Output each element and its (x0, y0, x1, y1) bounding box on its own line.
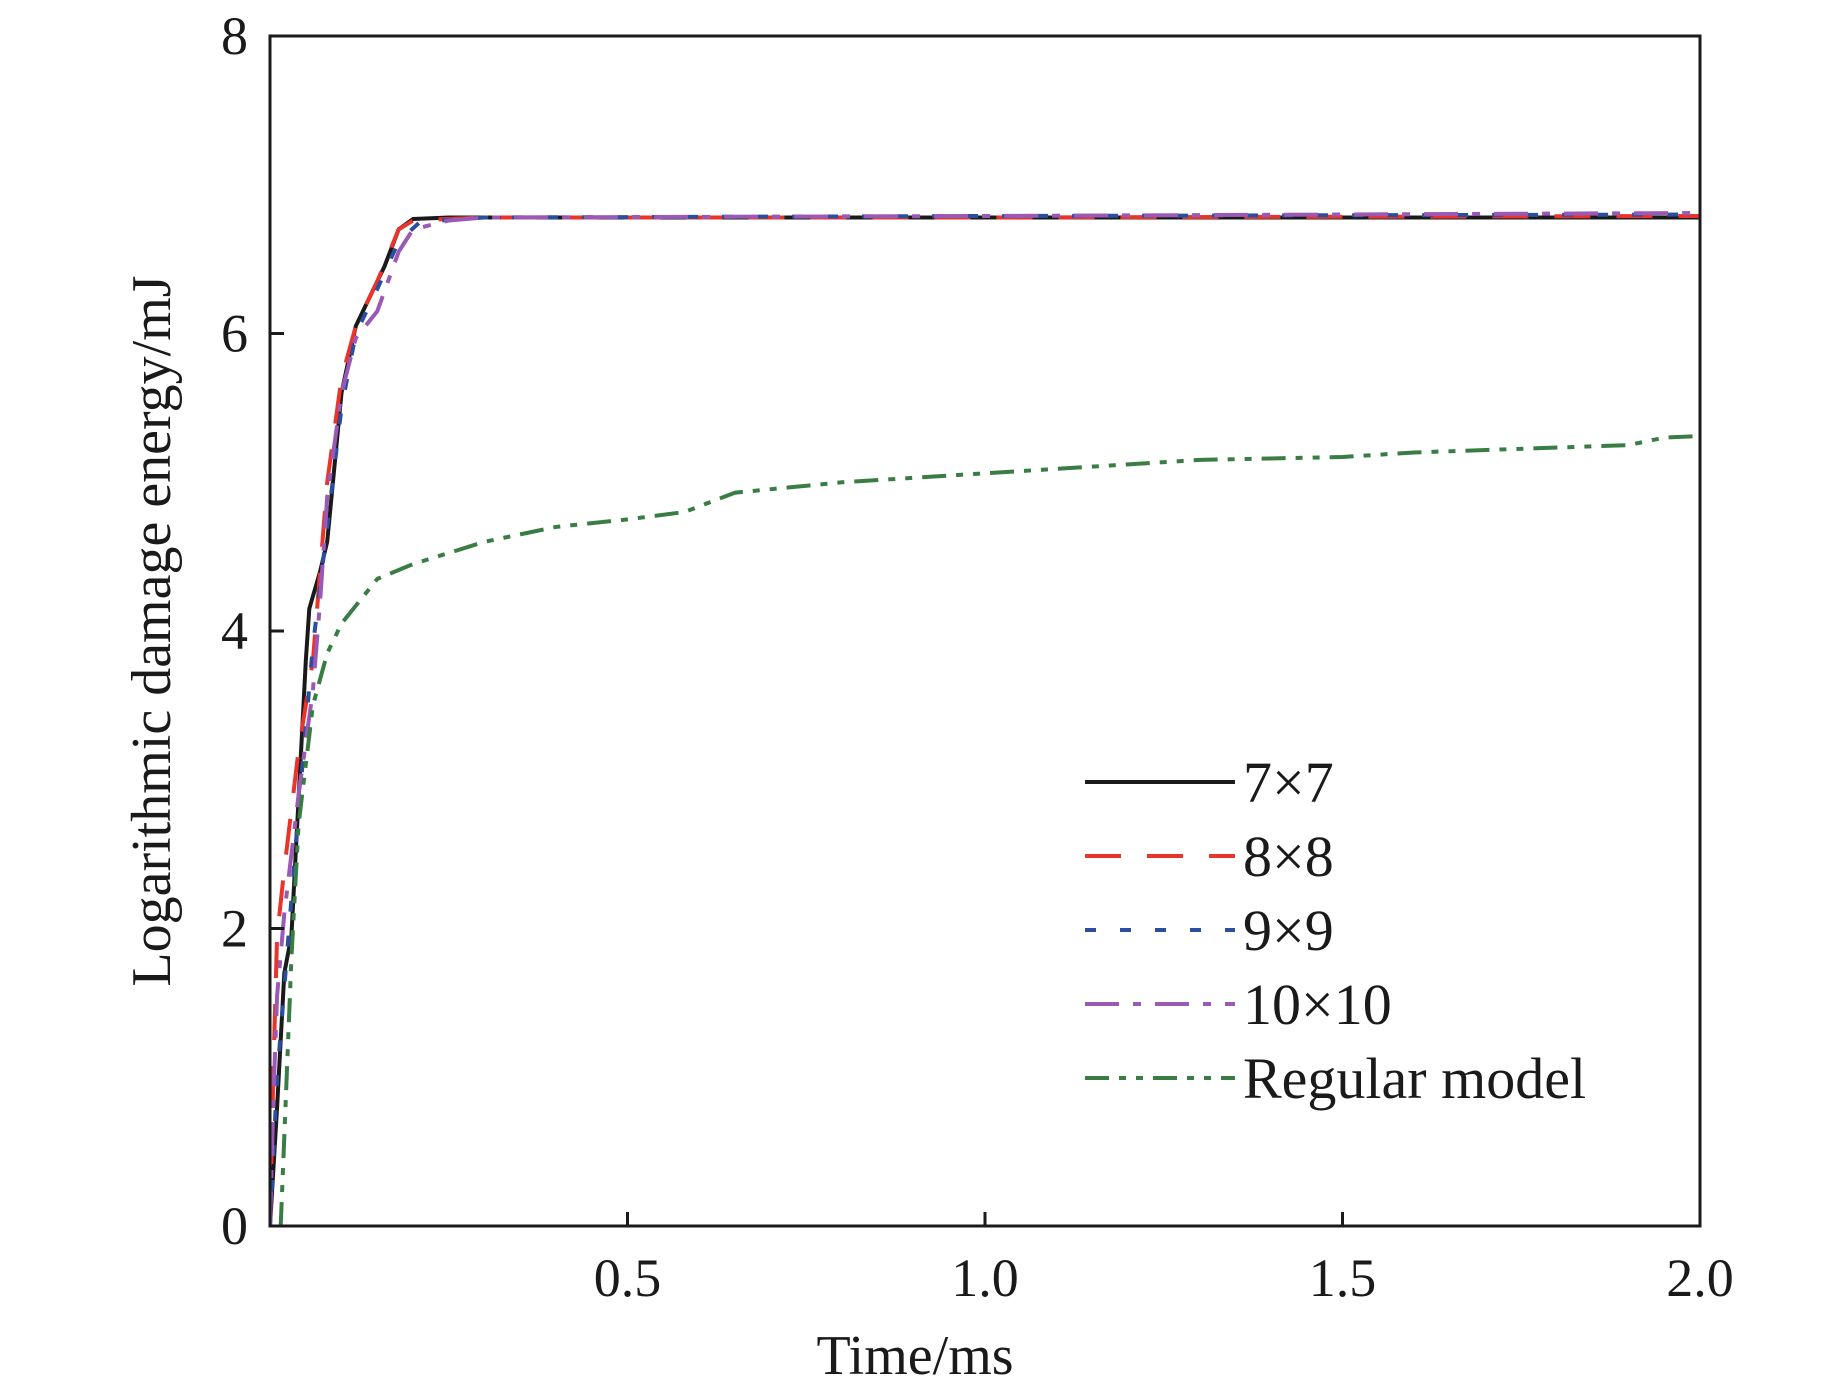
x-tick-label: 1.5 (1309, 1248, 1377, 1308)
legend-label-4: 10×10 (1243, 972, 1392, 1037)
y-tick-label: 8 (221, 6, 248, 66)
x-tick-label: 0.5 (594, 1248, 662, 1308)
legend-label-3: 9×9 (1243, 898, 1334, 963)
x-axis-title: Time/ms (816, 1325, 1013, 1382)
y-axis-title: Logarithmic damage energy/mJ (121, 275, 183, 986)
plot-frame (268, 34, 1702, 1228)
y-tick-label: 6 (221, 304, 248, 364)
legend-label-5: Regular model (1243, 1046, 1586, 1111)
y-tick-label: 2 (221, 899, 248, 959)
series-line-5 (278, 434, 1700, 1226)
legend-label-1: 7×7 (1243, 750, 1334, 815)
x-tick-label: 1.0 (951, 1248, 1019, 1308)
series-line-4 (270, 211, 1700, 1226)
x-tick-label: 2.0 (1666, 1248, 1734, 1308)
legend-label-2: 8×8 (1243, 824, 1334, 889)
series-layer (270, 211, 1700, 1226)
y-tick-label: 4 (221, 601, 248, 661)
y-tick-label: 0 (221, 1196, 248, 1256)
legend: 7×7 8×8 9×9 10×10 Regular model (1085, 750, 1586, 1111)
tick-layer: 0.5 1.0 1.5 2.0 0 2 4 6 8 (221, 6, 1734, 1308)
